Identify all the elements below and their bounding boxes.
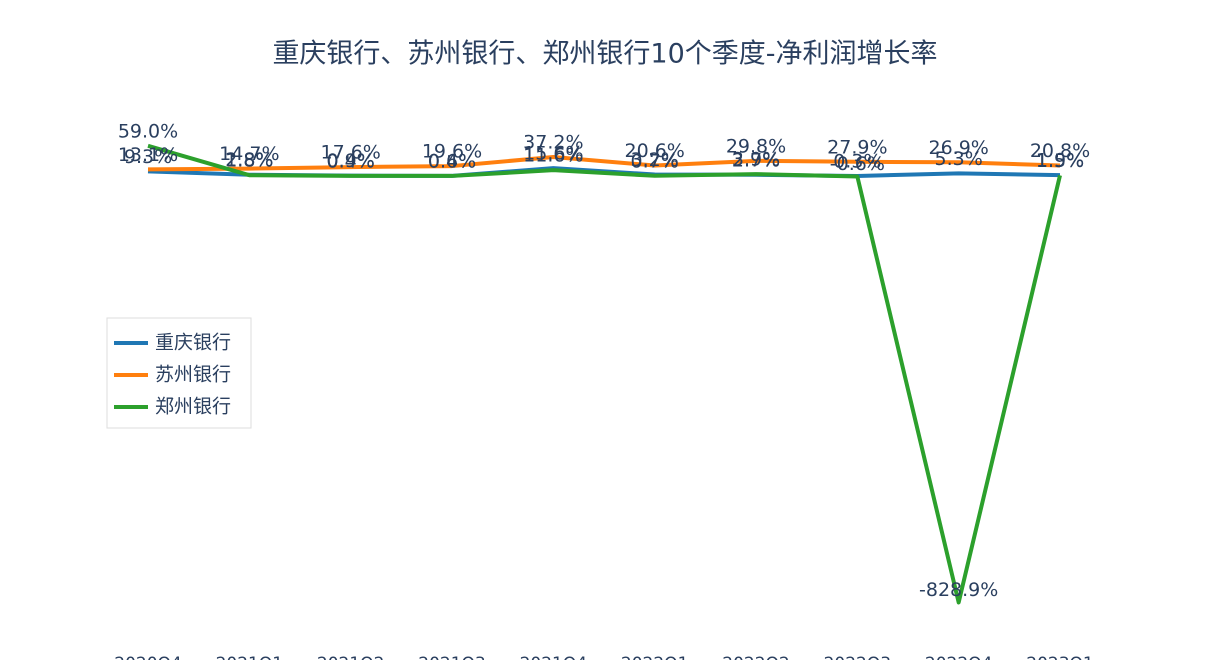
data-label: 17.6%	[320, 142, 380, 164]
data-label: 0.9%	[327, 150, 375, 172]
x-tick-label: 2021Q2	[317, 654, 384, 660]
x-tick-label: 2022Q4	[925, 654, 992, 660]
legend-label: 重庆银行	[155, 332, 231, 354]
data-label: 0.6%	[428, 150, 476, 172]
x-tick-label: 2020Q4	[114, 654, 181, 660]
x-tick-label: 2022Q3	[824, 654, 891, 660]
data-label: 11.6%	[523, 145, 583, 167]
data-label: 1.5%	[1036, 150, 1084, 172]
x-tick-label: 2021Q4	[520, 654, 587, 660]
data-label: 3.9%	[732, 149, 780, 171]
series-line	[147, 155, 1061, 172]
data-label: 2.7%	[732, 149, 780, 171]
data-label: 15.6%	[523, 143, 583, 165]
data-label: 2.8%	[225, 149, 273, 171]
x-tick-label: 2021Q3	[418, 654, 485, 660]
data-label: 20.8%	[1030, 140, 1090, 162]
legend-label: 苏州银行	[155, 364, 231, 386]
x-tick-label: 2023Q1	[1026, 654, 1093, 660]
data-label: 0.7%	[631, 150, 679, 172]
x-tick-label: 2022Q2	[722, 654, 789, 660]
data-label: -0.6%	[830, 153, 885, 175]
data-label: -828.9%	[919, 579, 998, 601]
data-label: 0.3%	[833, 150, 881, 172]
data-label: 27.9%	[827, 136, 887, 158]
data-label: 29.8%	[726, 135, 786, 157]
data-label: 0.4%	[428, 150, 476, 172]
series-line	[147, 143, 1062, 605]
data-label: 3.2%	[631, 149, 679, 171]
data-label: 37.2%	[523, 132, 583, 154]
data-label: 5.3%	[935, 148, 983, 170]
x-tick-label: 2021Q1	[216, 654, 283, 660]
data-label: 19.6%	[422, 141, 482, 163]
data-label: 1.9%	[1036, 150, 1084, 172]
data-label: 26.9%	[928, 137, 988, 159]
data-label: 9.3%	[124, 146, 172, 168]
data-label: 20.6%	[624, 140, 684, 162]
x-tick-label: 2022Q1	[621, 654, 688, 660]
data-label: 13.1%	[118, 144, 178, 166]
legend-label: 郑州银行	[155, 396, 231, 418]
data-label: 14.7%	[219, 143, 279, 165]
data-label: 0.4%	[327, 150, 375, 172]
data-label: 59.0%	[118, 120, 178, 142]
chart-title: 重庆银行、苏州银行、郑州银行10个季度-净利润增长率	[272, 39, 937, 70]
data-label: 1.8%	[225, 150, 273, 172]
